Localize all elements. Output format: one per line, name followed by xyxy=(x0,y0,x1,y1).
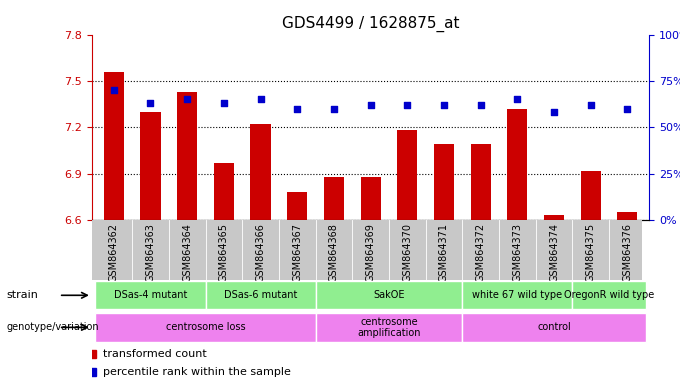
Text: white 67 wild type: white 67 wild type xyxy=(473,290,562,300)
Text: GSM864363: GSM864363 xyxy=(146,223,156,282)
Point xyxy=(255,96,266,103)
Point xyxy=(365,102,376,108)
Text: GSM864367: GSM864367 xyxy=(292,223,302,282)
Bar xyxy=(95,313,316,342)
Text: GSM864369: GSM864369 xyxy=(366,223,375,282)
Point xyxy=(512,96,523,103)
Point xyxy=(108,87,119,93)
Bar xyxy=(434,144,454,220)
Text: GSM864364: GSM864364 xyxy=(182,223,192,282)
Bar xyxy=(250,124,271,220)
Bar xyxy=(316,281,462,310)
Text: centrosome
amplification: centrosome amplification xyxy=(357,316,421,338)
Bar xyxy=(507,109,528,220)
Title: GDS4499 / 1628875_at: GDS4499 / 1628875_at xyxy=(282,16,460,32)
Bar xyxy=(95,281,205,310)
Bar xyxy=(140,112,160,220)
Bar xyxy=(397,131,418,220)
Text: GSM864366: GSM864366 xyxy=(256,223,266,282)
Bar xyxy=(617,212,637,220)
Text: transformed count: transformed count xyxy=(103,349,207,359)
Point xyxy=(218,100,229,106)
Text: strain: strain xyxy=(7,290,39,300)
Text: GSM864373: GSM864373 xyxy=(512,223,522,282)
Point xyxy=(328,106,339,112)
Point xyxy=(182,96,192,103)
Bar xyxy=(287,192,307,220)
Bar xyxy=(581,170,601,220)
Text: GSM864375: GSM864375 xyxy=(585,223,596,282)
Text: percentile rank within the sample: percentile rank within the sample xyxy=(103,366,291,377)
Bar xyxy=(177,92,197,220)
Text: GSM864365: GSM864365 xyxy=(219,223,229,282)
Point xyxy=(549,109,560,116)
Point xyxy=(585,102,596,108)
Text: DSas-4 mutant: DSas-4 mutant xyxy=(114,290,187,300)
Text: centrosome loss: centrosome loss xyxy=(166,322,245,333)
Point xyxy=(145,100,156,106)
Text: GSM864372: GSM864372 xyxy=(475,223,486,282)
Text: GSM864376: GSM864376 xyxy=(622,223,632,282)
Text: GSM864362: GSM864362 xyxy=(109,223,119,282)
Point xyxy=(402,102,413,108)
Text: genotype/variation: genotype/variation xyxy=(7,322,99,333)
Text: DSas-6 mutant: DSas-6 mutant xyxy=(224,290,297,300)
Text: GSM864371: GSM864371 xyxy=(439,223,449,282)
Text: SakOE: SakOE xyxy=(373,290,405,300)
Text: control: control xyxy=(537,322,571,333)
Bar xyxy=(104,72,124,220)
Text: OregonR wild type: OregonR wild type xyxy=(564,290,654,300)
Bar xyxy=(360,177,381,220)
Point xyxy=(475,102,486,108)
Bar xyxy=(316,313,462,342)
Bar xyxy=(544,215,564,220)
Text: GSM864374: GSM864374 xyxy=(549,223,559,282)
Bar xyxy=(205,281,316,310)
Bar xyxy=(324,177,344,220)
Bar xyxy=(462,281,573,310)
Text: GSM864368: GSM864368 xyxy=(329,223,339,282)
Bar xyxy=(573,281,646,310)
Bar xyxy=(462,313,646,342)
Bar xyxy=(471,144,491,220)
Text: GSM864370: GSM864370 xyxy=(403,223,412,282)
Point xyxy=(622,106,633,112)
Point xyxy=(439,102,449,108)
Point xyxy=(292,106,303,112)
Bar xyxy=(214,163,234,220)
